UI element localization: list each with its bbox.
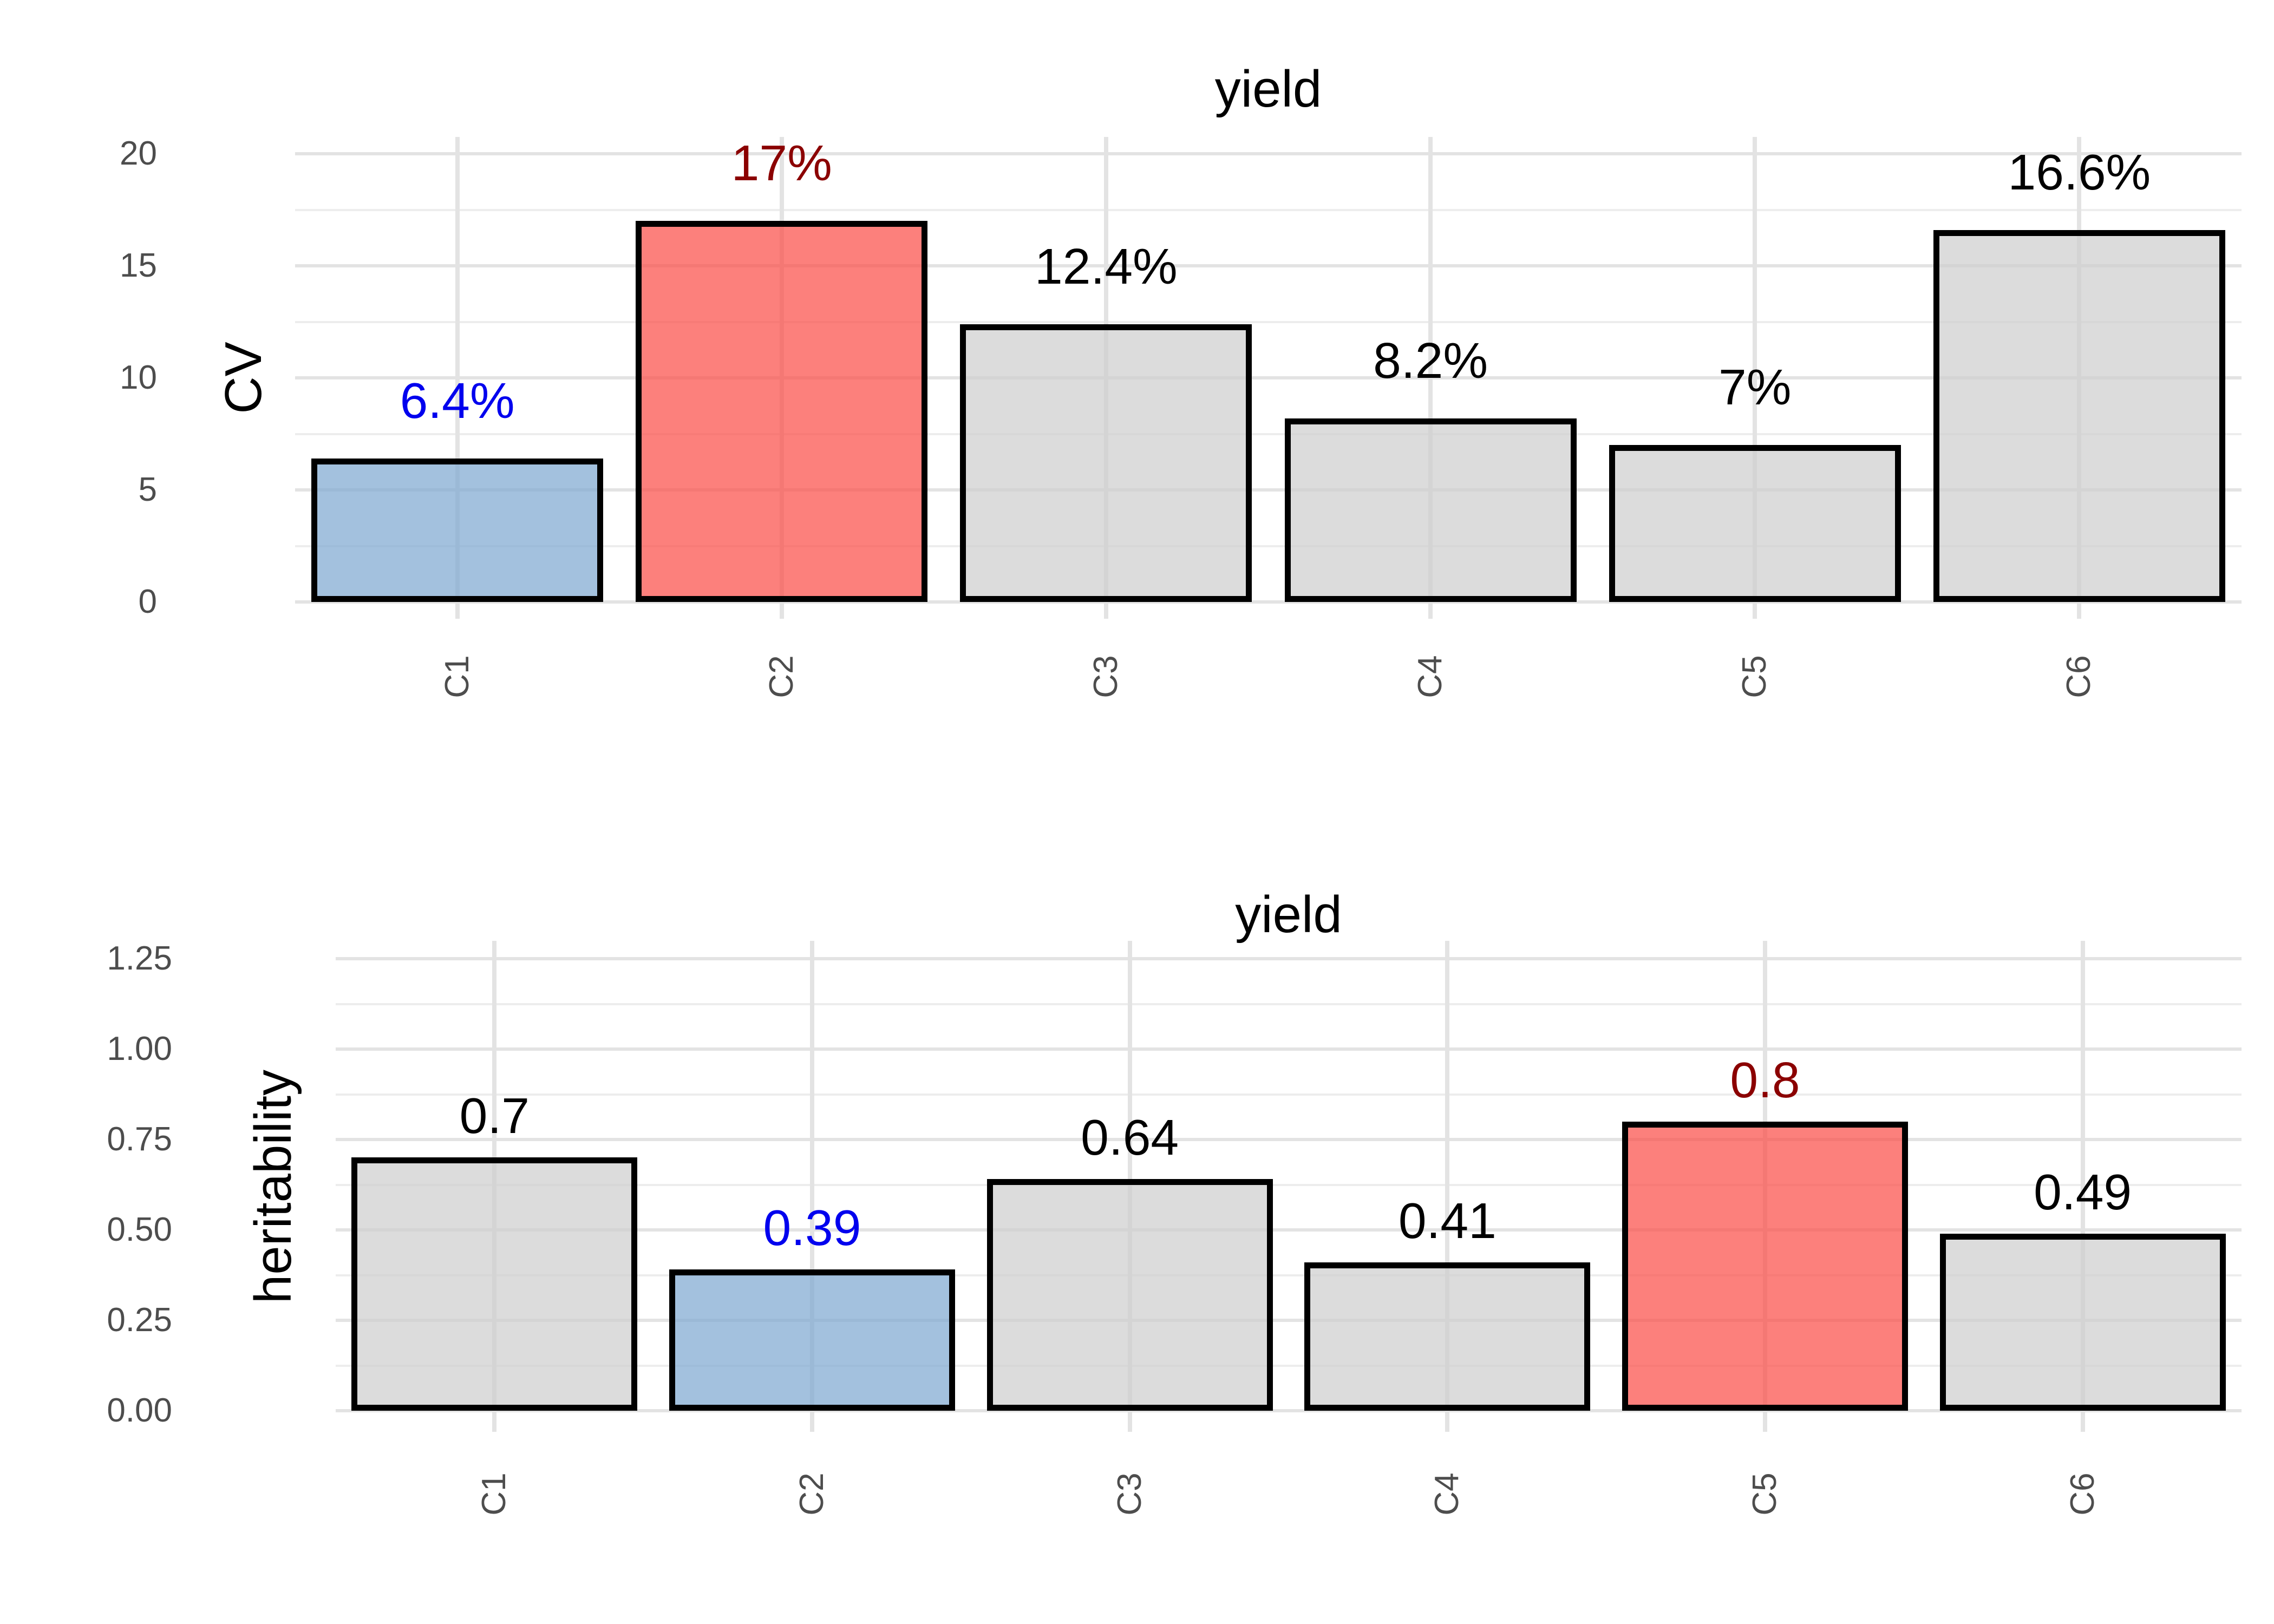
bar-value-label: 0.39 bbox=[763, 1200, 861, 1256]
category-gridline bbox=[2080, 941, 2085, 1432]
bar-c6 bbox=[1939, 1233, 2226, 1411]
y-tick-label: 20 bbox=[120, 135, 157, 172]
bar-value-label: 0.64 bbox=[1081, 1109, 1179, 1166]
chart-title-bottom: yield bbox=[1235, 886, 1342, 944]
minor-gridline bbox=[336, 1183, 2242, 1186]
bar-value-label: 0.49 bbox=[2034, 1163, 2132, 1220]
minor-gridline bbox=[336, 1364, 2242, 1367]
y-tick-label: 10 bbox=[120, 359, 157, 396]
major-gridline bbox=[295, 376, 2242, 379]
category-gridline bbox=[1753, 137, 1757, 619]
category-gridline bbox=[455, 137, 460, 619]
y-tick-label: 0.25 bbox=[107, 1301, 172, 1339]
minor-gridline bbox=[295, 320, 2242, 323]
major-gridline bbox=[336, 1228, 2242, 1232]
minor-gridline bbox=[336, 1003, 2242, 1005]
bar-c1 bbox=[351, 1157, 638, 1411]
category-gridline bbox=[1428, 137, 1433, 619]
minor-gridline bbox=[295, 433, 2242, 435]
minor-gridline bbox=[295, 545, 2242, 547]
y-tick-label: 15 bbox=[120, 247, 157, 284]
bar-c4 bbox=[1284, 418, 1577, 602]
x-tick-label-c3: C3 bbox=[1110, 1472, 1148, 1516]
y-tick-label: 0.50 bbox=[107, 1211, 172, 1248]
bar-c3 bbox=[960, 324, 1252, 602]
x-tick-label-c4: C4 bbox=[1428, 1472, 1466, 1516]
category-gridline bbox=[810, 941, 814, 1432]
x-tick-label-c5: C5 bbox=[1746, 1472, 1783, 1516]
major-gridline bbox=[295, 488, 2242, 492]
y-axis-title-cv: CV bbox=[214, 342, 272, 414]
major-gridline bbox=[336, 1047, 2242, 1051]
bar-value-label: 0.7 bbox=[459, 1088, 530, 1144]
bar-value-label: 6.4% bbox=[400, 372, 515, 429]
minor-gridline bbox=[336, 1274, 2242, 1276]
bar-c5 bbox=[1609, 445, 1901, 602]
bar-value-label: 0.41 bbox=[1398, 1193, 1497, 1249]
y-tick-label: 5 bbox=[138, 471, 157, 508]
bar-value-label: 17% bbox=[731, 135, 832, 192]
x-tick-label-c6: C6 bbox=[2060, 655, 2098, 698]
y-tick-label: 0.00 bbox=[107, 1392, 172, 1429]
major-gridline bbox=[336, 957, 2242, 960]
y-tick-label: 1.00 bbox=[107, 1030, 172, 1068]
minor-gridline bbox=[336, 1093, 2242, 1096]
x-tick-label-c6: C6 bbox=[2063, 1472, 2101, 1516]
x-tick-label-c3: C3 bbox=[1087, 655, 1125, 698]
major-gridline bbox=[336, 1319, 2242, 1322]
major-gridline bbox=[295, 600, 2242, 604]
bar-c2 bbox=[636, 221, 928, 602]
major-gridline bbox=[295, 264, 2242, 267]
major-gridline bbox=[336, 1409, 2242, 1412]
y-tick-label: 0 bbox=[138, 583, 157, 620]
x-tick-label-c1: C1 bbox=[475, 1472, 513, 1516]
bar-c6 bbox=[1933, 230, 2225, 602]
bar-value-label: 8.2% bbox=[1373, 332, 1488, 389]
bar-c4 bbox=[1304, 1262, 1591, 1411]
y-tick-label: 0.75 bbox=[107, 1121, 172, 1158]
x-tick-label-c4: C4 bbox=[1412, 655, 1449, 698]
chart-title-top: yield bbox=[1214, 60, 1322, 118]
major-gridline bbox=[295, 152, 2242, 155]
y-axis-title-heritability: heritability bbox=[244, 1069, 302, 1304]
x-tick-label-c2: C2 bbox=[762, 655, 800, 698]
x-tick-label-c1: C1 bbox=[438, 655, 476, 698]
y-tick-label: 1.25 bbox=[107, 940, 172, 977]
bar-c1 bbox=[311, 459, 604, 602]
bar-value-label: 16.6% bbox=[2008, 143, 2151, 200]
bar-c3 bbox=[986, 1179, 1273, 1411]
x-tick-label-c2: C2 bbox=[793, 1472, 831, 1516]
major-gridline bbox=[336, 1138, 2242, 1141]
x-tick-label-c5: C5 bbox=[1736, 655, 1774, 698]
bar-value-label: 7% bbox=[1718, 359, 1792, 416]
bar-c5 bbox=[1622, 1121, 1908, 1411]
bar-c2 bbox=[669, 1269, 955, 1411]
minor-gridline bbox=[295, 208, 2242, 211]
bar-value-label: 12.4% bbox=[1035, 238, 1178, 294]
bar-value-label: 0.8 bbox=[1730, 1051, 1800, 1108]
category-gridline bbox=[1445, 941, 1450, 1432]
